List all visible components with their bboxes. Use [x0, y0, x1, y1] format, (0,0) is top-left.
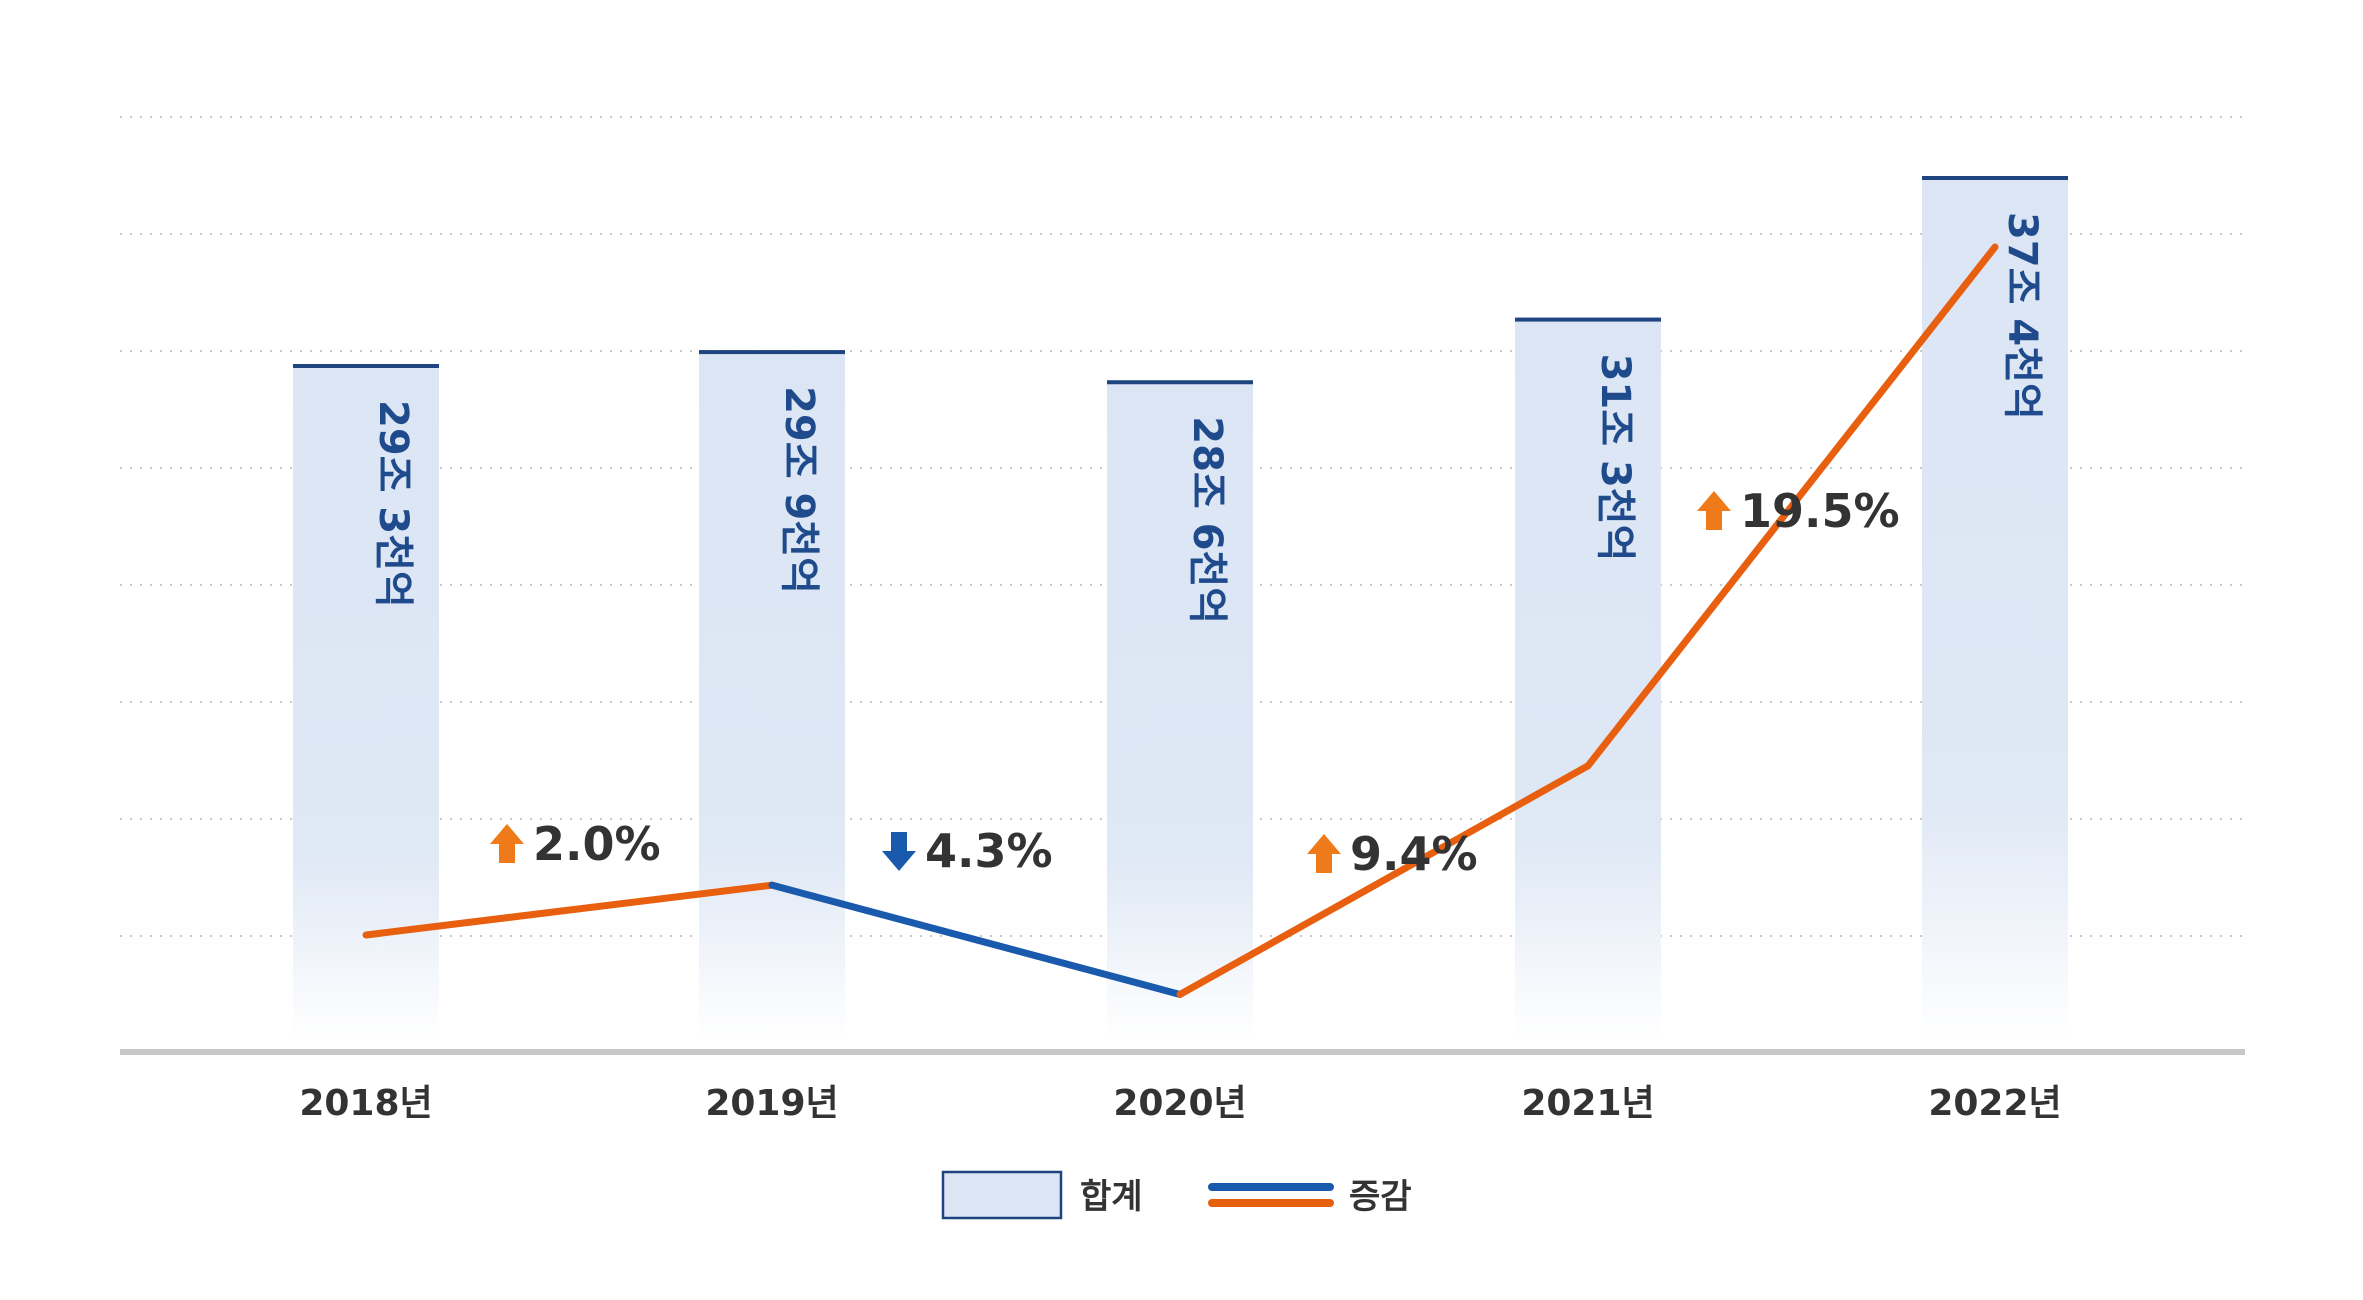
bar	[1922, 178, 2068, 1042]
x-tick-label: 2019년	[705, 1083, 838, 1124]
bar-value-label: 31조 3천억	[1592, 354, 1638, 562]
change-percent-label: 2.0%	[533, 817, 661, 871]
bar-top-line	[293, 364, 439, 368]
bar-value-label: 29조 3천억	[370, 400, 416, 608]
change-percent-label: 19.5%	[1740, 484, 1900, 538]
arrow-up-icon	[490, 824, 524, 863]
change-line-segment	[768, 881, 1184, 998]
arrow-down-icon	[882, 832, 916, 871]
change-line-segment	[1584, 243, 1999, 770]
x-tick-label: 2018년	[299, 1083, 432, 1124]
arrow-up-icon	[1697, 491, 1731, 530]
bar	[293, 366, 439, 1042]
legend-swatch-total	[941, 1170, 1063, 1220]
change-percent-label: 9.4%	[1350, 827, 1478, 881]
bar	[699, 352, 845, 1042]
bar-value-label: 28조 6천억	[1184, 416, 1230, 624]
bar	[1107, 382, 1253, 1042]
change-percent-label: 4.3%	[925, 824, 1053, 878]
gridlines	[120, 116, 2245, 937]
change-labels: 2.0% 4.3% 9.4% 19.5%	[490, 484, 1900, 881]
bar-top-line	[1922, 176, 2068, 180]
bar-value-label: 37조 4천억	[1999, 212, 2045, 420]
legend-label-total: 합계	[1080, 1177, 1143, 1217]
bar-top-line	[1515, 317, 1661, 322]
bar-top-line	[699, 350, 845, 355]
change-line	[362, 243, 1999, 998]
legend-label-change: 증감	[1349, 1177, 1412, 1217]
bars: 29조 3천억 29조 9천억 28조 6천억 31조 3천억 37조 4천억	[293, 176, 2068, 1042]
change-line-segment	[1176, 762, 1592, 998]
arrow-up-icon	[1307, 834, 1341, 873]
x-tick-label: 2022년	[1928, 1083, 2061, 1124]
bar-value-label: 29조 9천억	[776, 386, 822, 594]
bar	[1515, 319, 1661, 1042]
x-tick-labels: 2018년 2019년 2020년 2021년 2022년	[299, 1083, 2061, 1124]
change-line-segment	[362, 881, 776, 939]
bar-top-line	[1107, 380, 1253, 385]
x-tick-label: 2020년	[1113, 1083, 1246, 1124]
legend: 합계 증감	[941, 1170, 1412, 1220]
x-tick-label: 2021년	[1521, 1083, 1654, 1124]
